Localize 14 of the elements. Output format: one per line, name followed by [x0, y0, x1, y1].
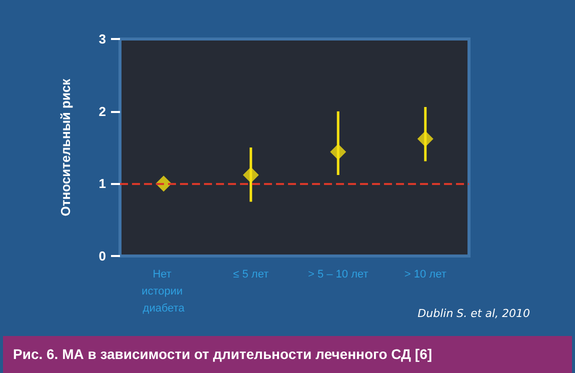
y-axis-title: Относительный риск: [58, 78, 73, 216]
point: [417, 130, 434, 147]
point: [330, 144, 346, 160]
text: Dublin S. et al, 2010: [418, 307, 530, 320]
text: Рис. 6. МА в зависимости от длительности леченного СД [6]: [0, 336, 575, 373]
y-tick-label: 0: [98, 248, 106, 264]
x-tick-label: > 10 лет: [404, 268, 446, 280]
x-tick-label: > 5 – 10 лет: [308, 268, 368, 280]
point: [242, 166, 259, 183]
x-tick-label: Нет истории диабета: [142, 268, 186, 314]
y-tick-label: 2: [98, 104, 106, 119]
y-tick-label: 3: [98, 32, 106, 46]
y-tick-label: 1: [98, 176, 106, 192]
x-tick-label: ≤ 5 лет: [233, 268, 269, 280]
